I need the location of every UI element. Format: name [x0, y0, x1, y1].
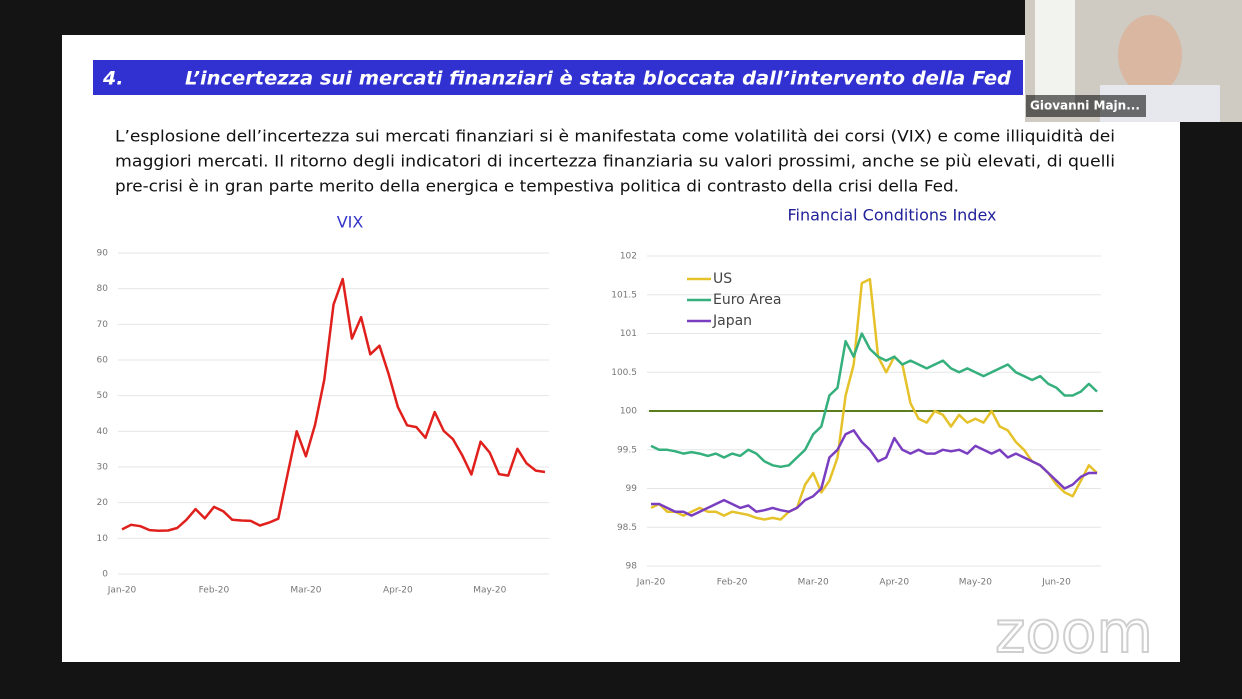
x-tick-label: May-20: [959, 578, 992, 588]
x-tick-label: Apr-20: [383, 586, 413, 596]
y-tick-label: 98: [626, 562, 638, 572]
y-tick-label: 102: [620, 252, 637, 262]
chart-title: Financial Conditions Index: [788, 206, 997, 225]
x-tick-label: Jan-20: [636, 578, 666, 588]
x-tick-label: Mar-20: [798, 578, 829, 588]
y-tick-label: 80: [97, 284, 109, 294]
body-line: pre-crisi è in gran parte merito della e…: [115, 177, 959, 196]
slide: [62, 35, 1180, 662]
y-tick-label: 98.5: [617, 523, 637, 533]
header-bar: [93, 60, 1023, 95]
y-tick-label: 101.5: [611, 290, 637, 300]
legend-label: Euro Area: [713, 292, 781, 308]
legend-label: Japan: [712, 313, 752, 329]
y-tick-label: 60: [97, 356, 109, 366]
header-title: L’incertezza sui mercati finanziari è st…: [185, 68, 1011, 90]
participant-name: Giovanni Majn...: [1030, 99, 1140, 113]
zoom-watermark: zoom: [995, 598, 1153, 666]
y-tick-label: 50: [97, 391, 109, 401]
window: [1035, 0, 1075, 110]
x-tick-label: Feb-20: [717, 578, 748, 588]
series-line: [121, 277, 546, 533]
series-line: [650, 332, 1098, 469]
x-tick-label: Apr-20: [879, 578, 909, 588]
series-line: [651, 429, 1097, 517]
header-number: 4.: [102, 68, 123, 90]
y-tick-label: 100.5: [611, 368, 637, 378]
name-tag: [1026, 95, 1146, 117]
body-line: L’esplosione dell’incertezza sui mercati…: [115, 127, 1115, 146]
x-tick-label: Feb-20: [199, 586, 230, 596]
y-tick-label: 70: [97, 320, 109, 330]
y-tick-label: 101: [620, 329, 637, 339]
y-tick-label: 90: [97, 249, 109, 259]
y-tick-label: 99: [626, 484, 638, 494]
x-tick-label: Jun-20: [1041, 578, 1071, 588]
x-tick-label: Mar-20: [290, 586, 321, 596]
chart-title: VIX: [337, 213, 364, 232]
y-tick-label: 100: [620, 407, 637, 417]
y-tick-label: 40: [97, 427, 109, 437]
body-line: maggiori mercati. Il ritorno degli indic…: [115, 152, 1115, 171]
y-tick-label: 20: [97, 498, 109, 508]
x-tick-label: Jan-20: [107, 586, 137, 596]
video-thumbnail: Giovanni Majn...: [1025, 0, 1242, 122]
legend-label: US: [713, 271, 732, 287]
x-tick-label: May-20: [473, 586, 506, 596]
y-tick-label: 30: [97, 463, 109, 473]
series-line: [650, 277, 1098, 521]
y-tick-label: 0: [102, 570, 108, 580]
y-tick-label: 99.5: [617, 445, 637, 455]
face: [1118, 15, 1182, 95]
y-tick-label: 10: [97, 534, 109, 544]
